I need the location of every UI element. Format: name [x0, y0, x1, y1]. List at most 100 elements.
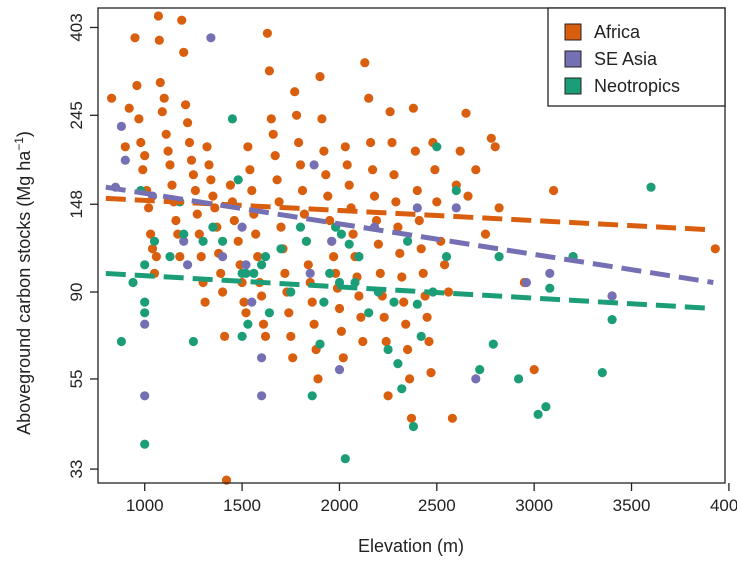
- point-neotropics-49: [416, 331, 426, 341]
- point-africa-138: [397, 272, 407, 282]
- point-africa-131: [383, 391, 393, 401]
- point-africa-119: [358, 336, 368, 347]
- point-africa-160: [447, 413, 457, 423]
- point-se-asia-21: [412, 203, 422, 213]
- x-axis-title: Elevation (m): [358, 536, 464, 556]
- x-tick-label-4000: 4000: [710, 496, 737, 515]
- point-neotropics-37: [344, 239, 354, 249]
- point-africa-65: [253, 252, 263, 262]
- point-neotropics-46: [403, 236, 413, 246]
- point-africa-94: [309, 319, 319, 329]
- y-axis-title: Aboveground carbon stocks (Mg ha−1): [12, 131, 34, 435]
- point-neotropics-36: [340, 454, 350, 464]
- point-africa-129: [379, 312, 389, 322]
- point-neotropics-26: [286, 287, 296, 297]
- point-africa-64: [251, 229, 261, 239]
- point-africa-0: [107, 93, 117, 103]
- point-africa-42: [204, 160, 214, 170]
- point-africa-77: [276, 222, 286, 232]
- y-tick-label-148: 148: [67, 190, 86, 218]
- point-africa-49: [218, 287, 228, 297]
- point-se-asia-0: [116, 121, 126, 131]
- legend-label-neotropics: Neotropics: [594, 76, 680, 96]
- point-se-asia-12: [247, 297, 257, 307]
- point-africa-172: [549, 185, 559, 196]
- point-neotropics-5: [140, 308, 150, 318]
- point-neotropics-0: [116, 336, 126, 347]
- point-africa-23: [167, 180, 177, 190]
- point-africa-146: [412, 185, 422, 196]
- point-africa-126: [373, 239, 383, 249]
- point-africa-61: [245, 165, 255, 175]
- point-africa-123: [368, 165, 378, 175]
- point-neotropics-58: [533, 409, 543, 419]
- y-tick-label-403: 403: [67, 13, 86, 41]
- point-africa-43: [206, 175, 216, 185]
- point-neotropics-57: [514, 374, 524, 384]
- point-africa-100: [321, 170, 331, 180]
- point-africa-79: [280, 268, 290, 278]
- point-neotropics-21: [249, 268, 259, 278]
- point-se-asia-8: [206, 33, 216, 43]
- point-africa-28: [177, 15, 187, 25]
- point-africa-169: [494, 203, 504, 213]
- point-africa-30: [181, 100, 191, 110]
- point-africa-2: [124, 103, 134, 113]
- point-neotropics-16: [233, 175, 243, 185]
- point-se-asia-16: [309, 160, 319, 170]
- point-africa-84: [290, 87, 300, 97]
- point-africa-15: [153, 11, 163, 21]
- point-africa-168: [490, 142, 500, 152]
- point-africa-93: [307, 297, 317, 307]
- point-africa-68: [258, 319, 269, 329]
- point-africa-52: [225, 180, 235, 190]
- point-africa-83: [288, 353, 298, 363]
- point-africa-148: [416, 244, 426, 254]
- point-africa-135: [391, 197, 401, 207]
- point-africa-32: [184, 137, 195, 148]
- point-africa-122: [366, 137, 376, 148]
- point-africa-155: [430, 165, 440, 175]
- point-se-asia-3: [140, 319, 150, 329]
- point-africa-166: [480, 229, 491, 239]
- point-africa-109: [338, 353, 348, 363]
- y-tick-label-55: 55: [67, 369, 86, 388]
- point-africa-144: [408, 103, 418, 113]
- point-africa-142: [405, 374, 415, 384]
- point-se-asia-26: [607, 291, 617, 301]
- point-neotropics-51: [432, 142, 442, 152]
- point-africa-58: [239, 297, 249, 307]
- point-africa-99: [319, 146, 329, 156]
- point-neotropics-7: [149, 236, 160, 246]
- point-africa-141: [403, 344, 413, 355]
- point-africa-1: [120, 142, 130, 152]
- point-neotropics-10: [179, 229, 189, 239]
- point-africa-19: [159, 93, 169, 103]
- point-africa-82: [286, 331, 296, 341]
- y-axis-title-main: Aboveground carbon stocks (Mg ha: [14, 150, 34, 435]
- point-africa-112: [344, 180, 354, 190]
- point-africa-127: [375, 268, 385, 278]
- point-neotropics-4: [140, 297, 150, 307]
- trend-line-neotropics: [105, 270, 714, 311]
- point-se-asia-9: [218, 252, 228, 262]
- point-africa-38: [196, 252, 206, 262]
- point-africa-18: [157, 107, 167, 117]
- point-africa-107: [334, 303, 345, 314]
- point-neotropics-55: [488, 339, 498, 349]
- point-africa-67: [257, 291, 267, 301]
- point-africa-50: [220, 331, 230, 341]
- x-tick-label-2000: 2000: [321, 496, 359, 515]
- point-africa-104: [329, 252, 339, 262]
- point-africa-149: [418, 268, 428, 278]
- point-africa-156: [432, 197, 442, 207]
- point-neotropics-53: [451, 185, 461, 196]
- point-africa-8: [140, 151, 150, 161]
- point-africa-12: [147, 244, 158, 254]
- point-africa-35: [190, 185, 200, 196]
- point-africa-167: [486, 133, 496, 143]
- point-africa-101: [323, 191, 333, 201]
- point-africa-69: [260, 331, 271, 341]
- point-se-asia-18: [334, 365, 345, 375]
- point-neotropics-1: [128, 277, 138, 288]
